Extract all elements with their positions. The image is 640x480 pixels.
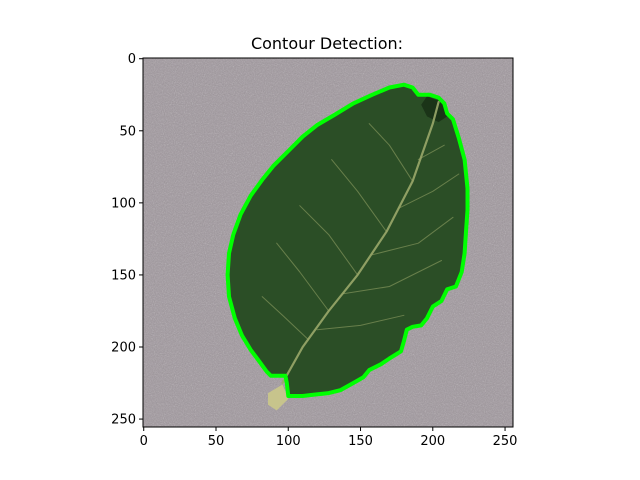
leaf-vein: [397, 173, 460, 210]
leaf-vein: [316, 314, 405, 331]
leaf-stem: [268, 384, 289, 411]
y-tick-label: 50: [119, 124, 136, 139]
x-tick-label: 150: [348, 434, 373, 449]
x-tick-label: 0: [140, 434, 148, 449]
y-tick-label: 250: [111, 413, 136, 428]
leaf-vein: [299, 205, 359, 276]
contour-outline: [225, 82, 470, 398]
y-tick-label: 150: [111, 268, 136, 283]
leaf-midrib: [281, 100, 440, 385]
y-tick-label: 100: [111, 196, 136, 211]
leaf-dark-patch: [421, 96, 448, 123]
leaf-vein: [417, 144, 445, 161]
leaf-body: [227, 84, 468, 396]
x-axis: 0 50 100 150 200 250: [140, 427, 518, 449]
leaf-vein: [342, 260, 442, 295]
x-tick-label: 200: [420, 434, 445, 449]
leaf-vein: [371, 216, 454, 256]
x-tick-label: 50: [208, 434, 225, 449]
leaf-vein: [276, 242, 330, 312]
x-tick-label: 100: [276, 434, 301, 449]
leaf-vein: [368, 123, 414, 182]
leaf-vein: [261, 296, 309, 341]
leaf-vein: [331, 159, 387, 233]
x-tick-label: 250: [493, 434, 518, 449]
chart-title: Contour Detection:: [251, 34, 403, 53]
y-tick-label: 200: [111, 341, 136, 356]
axes-frame: [142, 57, 514, 428]
y-tick-label: 0: [128, 52, 136, 67]
image-area: [143, 58, 513, 427]
y-axis: 0 50 100 150 200 250: [111, 52, 143, 428]
